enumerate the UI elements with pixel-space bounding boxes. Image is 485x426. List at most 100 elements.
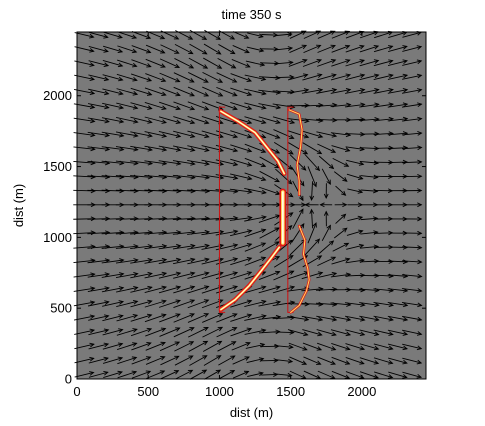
velocity-arrow — [87, 272, 111, 278]
velocity-arrow — [402, 59, 423, 66]
velocity-arrow — [387, 301, 409, 308]
velocity-arrow — [130, 116, 153, 124]
velocity-arrow — [345, 343, 366, 351]
velocity-arrow — [218, 355, 236, 366]
velocity-arrow — [273, 74, 295, 80]
velocity-arrow — [288, 342, 308, 351]
velocity-arrow — [231, 341, 251, 351]
velocity-arrow — [258, 270, 281, 280]
velocity-arrow — [316, 315, 338, 322]
x-axis-label: dist (m) — [230, 405, 273, 420]
velocity-arrow — [159, 313, 181, 323]
velocity-arrow — [230, 243, 253, 251]
velocity-arrow — [359, 357, 380, 365]
velocity-arrow — [187, 243, 210, 250]
velocity-arrow — [258, 129, 281, 139]
velocity-arrow — [116, 102, 139, 110]
velocity-arrow — [202, 340, 223, 352]
velocity-arrow — [102, 102, 125, 110]
velocity-arrow — [187, 101, 210, 111]
velocity-arrow — [373, 59, 394, 67]
velocity-arrow — [244, 285, 267, 294]
velocity-arrow — [115, 146, 139, 152]
velocity-arrow — [158, 271, 182, 279]
velocity-arrow — [230, 257, 253, 266]
velocity-arrow — [101, 258, 125, 264]
velocity-arrow — [87, 258, 111, 264]
velocity-arrow — [331, 257, 351, 265]
left-front-lower — [218, 245, 282, 312]
velocity-arrow — [144, 299, 167, 308]
velocity-arrow — [173, 72, 195, 83]
velocity-arrow — [130, 327, 153, 337]
velocity-arrow — [145, 327, 167, 337]
velocity-arrow — [359, 244, 380, 250]
velocity-arrow — [331, 30, 351, 39]
velocity-arrow — [317, 256, 337, 267]
chart-title: time 350 s — [222, 7, 282, 22]
velocity-arrow — [158, 145, 182, 152]
velocity-arrow — [258, 300, 282, 307]
velocity-arrow — [302, 73, 323, 81]
velocity-arrow — [117, 356, 138, 365]
velocity-arrow — [360, 216, 379, 221]
velocity-arrow — [330, 87, 352, 94]
velocity-arrow — [274, 46, 294, 51]
velocity-arrow — [204, 369, 222, 380]
velocity-arrow — [401, 88, 423, 94]
velocity-arrow — [244, 102, 267, 110]
velocity-arrow — [87, 103, 110, 110]
velocity-arrow — [130, 188, 154, 194]
velocity-arrow — [275, 32, 293, 37]
velocity-arrow — [244, 157, 267, 168]
velocity-arrow — [117, 59, 138, 68]
velocity-arrow — [145, 356, 166, 365]
velocity-arrow — [88, 314, 110, 321]
velocity-arrow — [373, 343, 394, 351]
velocity-arrow — [146, 370, 166, 379]
velocity-arrow — [74, 371, 95, 378]
velocity-arrow — [231, 59, 251, 68]
right-front-upper — [287, 108, 304, 197]
velocity-arrow — [187, 257, 210, 265]
velocity-arrow — [160, 355, 180, 366]
velocity-arrow — [88, 328, 110, 336]
velocity-arrow — [244, 116, 267, 125]
velocity-arrow — [218, 370, 236, 380]
velocity-arrow — [103, 31, 123, 39]
velocity-arrow — [102, 45, 124, 53]
velocity-arrow — [203, 43, 222, 55]
velocity-arrow — [117, 31, 138, 39]
velocity-arrow — [301, 130, 324, 139]
velocity-arrow — [402, 45, 423, 52]
velocity-arrow — [273, 330, 295, 335]
velocity-arrow — [102, 328, 124, 336]
velocity-arrow — [101, 272, 125, 278]
velocity-arrow — [187, 145, 210, 153]
velocity-arrow — [187, 174, 211, 180]
velocity-arrow — [173, 271, 196, 279]
velocity-arrow — [217, 57, 237, 69]
velocity-arrow — [401, 288, 423, 293]
velocity-arrow — [286, 103, 310, 108]
velocity-arrow — [115, 188, 139, 194]
velocity-arrow — [88, 31, 109, 39]
velocity-arrow — [173, 86, 195, 97]
velocity-arrow — [287, 130, 310, 139]
velocity-arrow — [402, 188, 423, 193]
velocity-arrow — [102, 356, 124, 364]
velocity-arrow — [230, 271, 253, 280]
velocity-arrow — [229, 215, 253, 221]
velocity-arrow — [145, 58, 166, 68]
velocity-arrow — [116, 342, 138, 350]
velocity-arrow — [387, 102, 409, 108]
velocity-arrow — [244, 299, 267, 308]
velocity-arrow — [316, 342, 337, 351]
velocity-arrow — [259, 227, 280, 239]
velocity-arrow — [74, 32, 95, 39]
velocity-arrow — [130, 271, 153, 279]
velocity-arrow — [159, 72, 181, 83]
velocity-arrow — [203, 57, 223, 69]
velocity-arrow — [74, 328, 96, 335]
velocity-arrow — [387, 343, 408, 351]
